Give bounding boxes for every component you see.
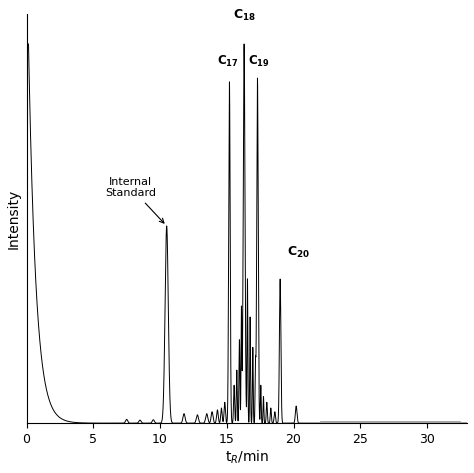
- X-axis label: t$_R$/min: t$_R$/min: [225, 449, 269, 466]
- Text: Internal
Standard: Internal Standard: [105, 177, 164, 223]
- Text: $\mathbf{C_{19}}$: $\mathbf{C_{19}}$: [248, 53, 270, 69]
- Text: $\mathbf{C_{20}}$: $\mathbf{C_{20}}$: [287, 245, 310, 260]
- Y-axis label: Intensity: Intensity: [7, 188, 21, 248]
- Text: $\mathbf{C_{18}}$: $\mathbf{C_{18}}$: [233, 8, 255, 23]
- Text: $\mathbf{C_{17}}$: $\mathbf{C_{17}}$: [218, 53, 239, 69]
